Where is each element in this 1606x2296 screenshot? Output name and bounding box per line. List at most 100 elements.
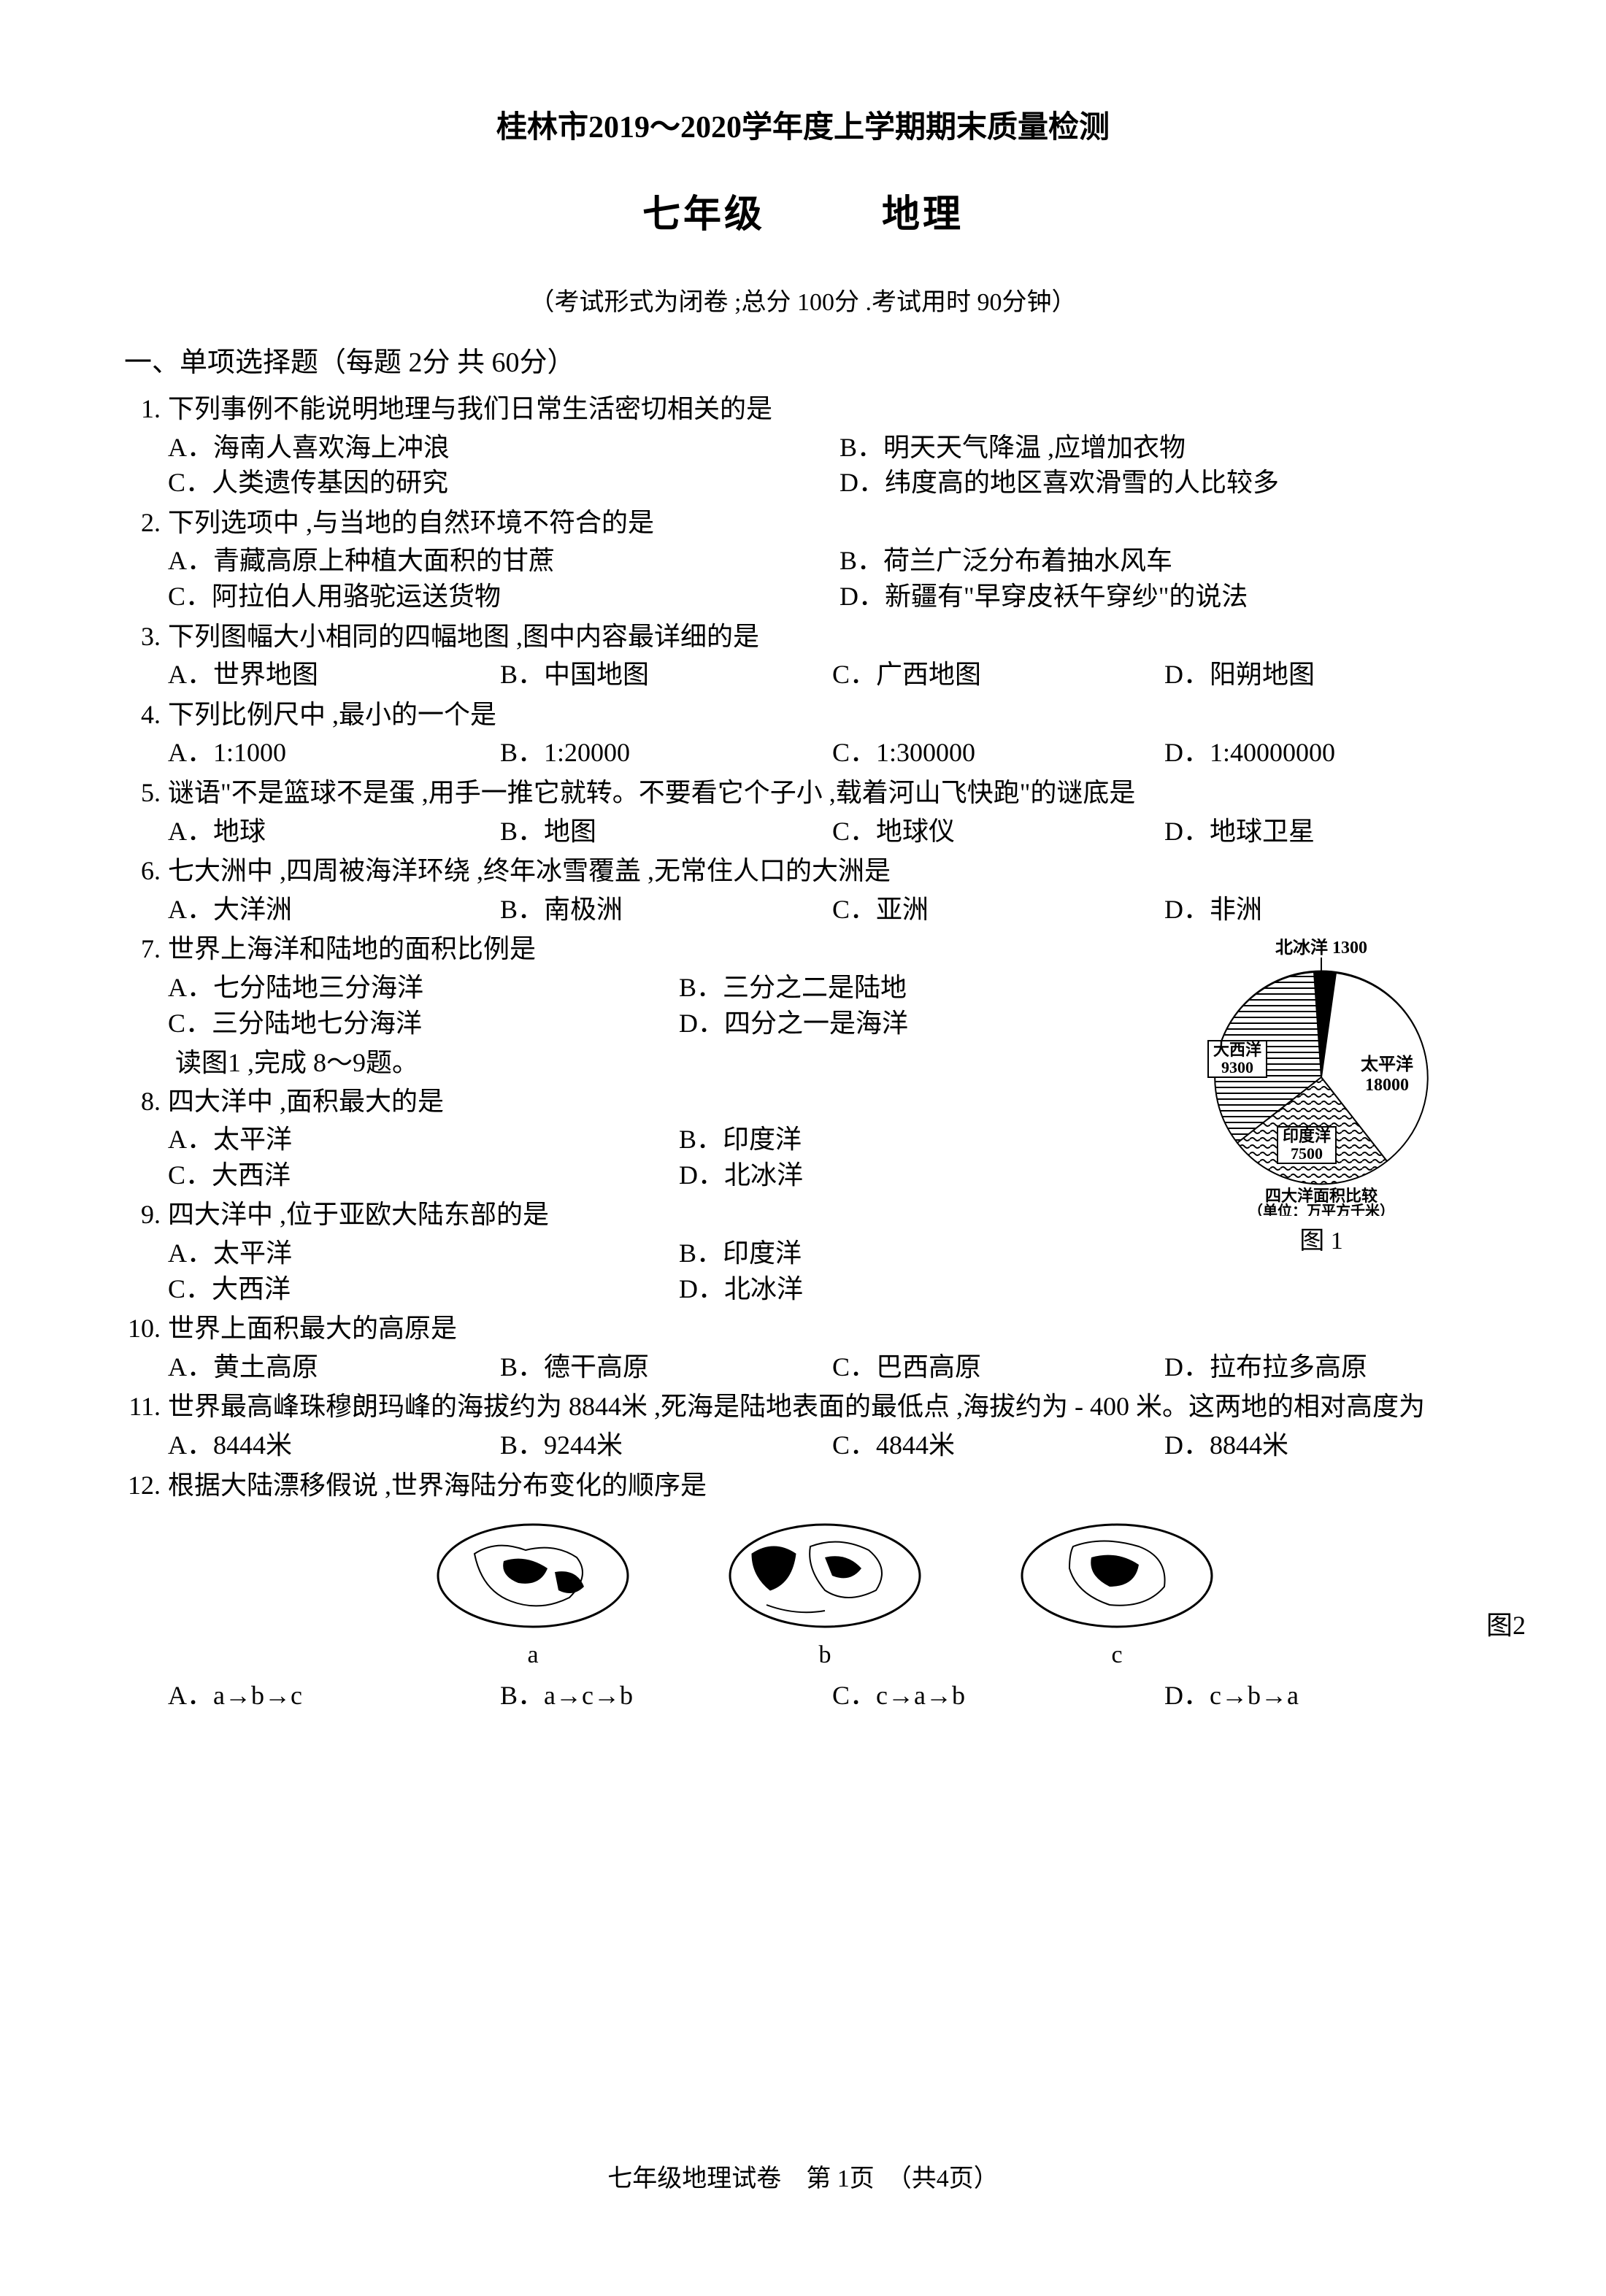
question-number: 8. bbox=[124, 1084, 168, 1193]
pie-chart-icon: 北冰洋 1300 bbox=[1168, 939, 1475, 1216]
option-b: B．a→c→b bbox=[500, 1678, 818, 1714]
question-stem: 谜语"不是篮球不是蛋 ,用手一推它就转。不要看它个子小 ,载着河山飞快跑"的谜底… bbox=[168, 775, 1482, 811]
option-c: C．人类遗传基因的研究 bbox=[168, 465, 810, 501]
question-stem: 下列图幅大小相同的四幅地图 ,图中内容最详细的是 bbox=[168, 619, 1482, 655]
fig-a-label: a bbox=[527, 1638, 538, 1672]
question-5: 5. 谜语"不是篮球不是蛋 ,用手一推它就转。不要看它个子小 ,载着河山飞快跑"… bbox=[124, 775, 1482, 849]
question-number: 9. bbox=[124, 1197, 168, 1306]
fig-c-label: c bbox=[1111, 1638, 1122, 1672]
option-d: D．新疆有"早穿皮袄午穿纱"的说法 bbox=[840, 579, 1482, 615]
question-stem: 四大洋中 ,面积最大的是 bbox=[168, 1084, 1161, 1120]
option-c: C．亚洲 bbox=[832, 892, 1150, 928]
read-note: 读图1 ,完成 8～9题。 bbox=[124, 1045, 1161, 1081]
option-a: A．海南人喜欢海上冲浪 bbox=[168, 430, 810, 466]
page-title: 桂林市2019～2020学年度上学期期末质量检测 bbox=[124, 102, 1482, 147]
question-number: 2. bbox=[124, 505, 168, 615]
option-b: B．印度洋 bbox=[679, 1236, 1161, 1271]
svg-text:7500: 7500 bbox=[1291, 1144, 1323, 1163]
question-number: 4. bbox=[124, 697, 168, 771]
question-number: 12. bbox=[124, 1468, 168, 1714]
option-d: D．纬度高的地区喜欢滑雪的人比较多 bbox=[840, 465, 1482, 501]
svg-text:太平洋: 太平洋 bbox=[1361, 1054, 1413, 1074]
question-number: 3. bbox=[124, 619, 168, 693]
world-map-a-icon bbox=[431, 1517, 635, 1634]
option-a: A．a→b→c bbox=[168, 1678, 485, 1714]
question-stem: 下列事例不能说明地理与我们日常生活密切相关的是 bbox=[168, 391, 1482, 427]
option-b: B．地图 bbox=[500, 814, 818, 850]
option-c: C．1:300000 bbox=[832, 735, 1150, 771]
question-stem: 四大洋中 ,位于亚欧大陆东部的是 bbox=[168, 1197, 1161, 1233]
svg-text:四大洋面积比较: 四大洋面积比较 bbox=[1265, 1187, 1378, 1205]
question-10: 10. 世界上面积最大的高原是 A．黄土高原 B．德干高原 C．巴西高原 D．拉… bbox=[124, 1311, 1482, 1384]
svg-text:（单位：万平方千米）: （单位：万平方千米） bbox=[1248, 1202, 1394, 1216]
question-number: 5. bbox=[124, 775, 168, 849]
option-c: C．三分陆地七分海洋 bbox=[168, 1006, 650, 1041]
option-a: A．世界地图 bbox=[168, 657, 485, 693]
question-9: 9. 四大洋中 ,位于亚欧大陆东部的是 A．太平洋 B．印度洋 C．大西洋 D．… bbox=[124, 1197, 1161, 1306]
option-a: A．七分陆地三分海洋 bbox=[168, 970, 650, 1006]
option-b: B．荷兰广泛分布着抽水风车 bbox=[840, 543, 1482, 579]
option-a: A．黄土高原 bbox=[168, 1349, 485, 1385]
question-6: 6. 七大洲中 ,四周被海洋环绕 ,终年冰雪覆盖 ,无常住人口的大洲是 A．大洋… bbox=[124, 853, 1482, 927]
question-1: 1. 下列事例不能说明地理与我们日常生活密切相关的是 A．海南人喜欢海上冲浪 B… bbox=[124, 391, 1482, 501]
option-c: C．大西洋 bbox=[168, 1271, 650, 1307]
option-c: C．巴西高原 bbox=[832, 1349, 1150, 1385]
question-stem: 世界上面积最大的高原是 bbox=[168, 1311, 1482, 1347]
page-footer: 七年级地理试卷 第 1页 （共4页） bbox=[0, 2158, 1606, 2194]
question-2: 2. 下列选项中 ,与当地的自然环境不符合的是 A．青藏高原上种植大面积的甘蔗 … bbox=[124, 505, 1482, 615]
option-b: B．9244米 bbox=[500, 1428, 818, 1463]
question-stem: 世界上海洋和陆地的面积比例是 bbox=[168, 931, 1161, 967]
option-d: D．c→b→a bbox=[1164, 1678, 1482, 1714]
question-stem: 七大洲中 ,四周被海洋环绕 ,终年冰雪覆盖 ,无常住人口的大洲是 bbox=[168, 853, 1482, 889]
figure-1-caption: 图 1 bbox=[1299, 1220, 1343, 1256]
option-a: A．8444米 bbox=[168, 1428, 485, 1463]
option-d: D．阳朔地图 bbox=[1164, 657, 1482, 693]
option-d: D．拉布拉多高原 bbox=[1164, 1349, 1482, 1385]
question-stem: 世界最高峰珠穆朗玛峰的海拔约为 8844米 ,死海是陆地表面的最低点 ,海拔约为… bbox=[168, 1389, 1482, 1425]
exam-info: （考试形式为闭卷 ;总分 100分 .考试用时 90分钟） bbox=[124, 282, 1482, 317]
option-d: D．北冰洋 bbox=[679, 1271, 1161, 1307]
question-3: 3. 下列图幅大小相同的四幅地图 ,图中内容最详细的是 A．世界地图 B．中国地… bbox=[124, 619, 1482, 693]
figure-2: a b c 图2 bbox=[168, 1517, 1482, 1672]
option-a: A．1:1000 bbox=[168, 735, 485, 771]
question-number: 11. bbox=[124, 1389, 168, 1463]
option-c: C．地球仪 bbox=[832, 814, 1150, 850]
option-d: D．四分之一是海洋 bbox=[679, 1006, 1161, 1041]
grade-label: 七年级 bbox=[642, 194, 765, 236]
option-b: B．明天天气降温 ,应增加衣物 bbox=[840, 430, 1482, 466]
option-a: A．地球 bbox=[168, 814, 485, 850]
svg-text:印度洋: 印度洋 bbox=[1283, 1127, 1331, 1145]
figure-2-caption: 图2 bbox=[1486, 1608, 1526, 1644]
subject-label: 地理 bbox=[882, 194, 964, 236]
option-b: B．1:20000 bbox=[500, 735, 818, 771]
option-c: C．4844米 bbox=[832, 1428, 1150, 1463]
world-map-b-icon bbox=[723, 1517, 927, 1634]
question-12: 12. 根据大陆漂移假说 ,世界海陆分布变化的顺序是 a bbox=[124, 1468, 1482, 1714]
option-b: B．印度洋 bbox=[679, 1122, 1161, 1157]
question-number: 1. bbox=[124, 391, 168, 501]
option-b: B．三分之二是陆地 bbox=[679, 970, 1161, 1006]
option-c: C．广西地图 bbox=[832, 657, 1150, 693]
svg-text:18000: 18000 bbox=[1365, 1076, 1409, 1095]
option-b: B．南极洲 bbox=[500, 892, 818, 928]
page-subtitle: 七年级 地理 bbox=[124, 183, 1482, 238]
option-a: A．大洋洲 bbox=[168, 892, 485, 928]
question-stem: 下列选项中 ,与当地的自然环境不符合的是 bbox=[168, 505, 1482, 541]
section-header: 一、单项选择题（每题 2分 共 60分） bbox=[124, 339, 1482, 380]
question-number: 10. bbox=[124, 1311, 168, 1384]
question-7: 7. 世界上海洋和陆地的面积比例是 A．七分陆地三分海洋 B．三分之二是陆地 C… bbox=[124, 931, 1161, 1041]
svg-text:9300: 9300 bbox=[1221, 1058, 1253, 1076]
figure-1: 北冰洋 1300 bbox=[1161, 931, 1482, 1256]
question-stem: 根据大陆漂移假说 ,世界海陆分布变化的顺序是 bbox=[168, 1468, 1482, 1503]
option-d: D．北冰洋 bbox=[679, 1157, 1161, 1193]
option-c: C．阿拉伯人用骆驼运送货物 bbox=[168, 579, 810, 615]
option-d: D．地球卫星 bbox=[1164, 814, 1482, 850]
option-d: D．8844米 bbox=[1164, 1428, 1482, 1463]
option-d: D．1:40000000 bbox=[1164, 735, 1482, 771]
question-8: 8. 四大洋中 ,面积最大的是 A．太平洋 B．印度洋 C．大西洋 D．北冰洋 bbox=[124, 1084, 1161, 1193]
option-d: D．非洲 bbox=[1164, 892, 1482, 928]
question-11: 11. 世界最高峰珠穆朗玛峰的海拔约为 8844米 ,死海是陆地表面的最低点 ,… bbox=[124, 1389, 1482, 1463]
svg-text:北冰洋 1300: 北冰洋 1300 bbox=[1275, 939, 1367, 958]
option-b: B．中国地图 bbox=[500, 657, 818, 693]
svg-text:大西洋: 大西洋 bbox=[1213, 1041, 1261, 1059]
